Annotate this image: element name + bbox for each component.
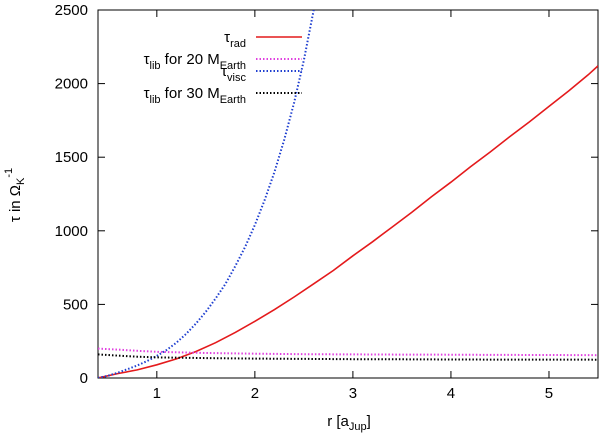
- x-tick-label: 1: [153, 385, 161, 402]
- series-tau_lib_30: [98, 353, 598, 361]
- legend-sub: visc: [227, 72, 246, 84]
- legend-main: τ: [224, 29, 230, 46]
- y-axis-label: τ in ΩK-1: [3, 168, 27, 222]
- y-tick-label: 500: [63, 296, 88, 313]
- legend-main: τ: [144, 51, 150, 68]
- y-tick-label: 2500: [55, 2, 88, 19]
- axes: [97, 9, 599, 379]
- legend-item-tau_lib_30: τlib for 30 MEarth: [144, 85, 302, 106]
- legend-main: τ: [144, 85, 150, 102]
- x-axis-label: r [aJup]: [327, 413, 371, 433]
- legend-item-tau_visc: τvisc: [221, 63, 302, 84]
- legend-main: τ: [221, 63, 227, 80]
- series-tau_rad: [98, 65, 598, 378]
- legend-label: τlib for 20 MEarth: [144, 51, 246, 72]
- series: [98, 10, 598, 378]
- legend-sub: lib: [150, 94, 161, 106]
- legend-label: τlib for 30 MEarth: [144, 85, 246, 106]
- legend-sub2: Earth: [220, 94, 246, 106]
- legend-item-tau_rad: τrad: [224, 29, 302, 50]
- plot-frame: [97, 9, 599, 379]
- legend-rest: for 30 M: [161, 85, 220, 102]
- legend-sub: lib: [150, 60, 161, 72]
- legend-sub: rad: [230, 38, 246, 50]
- y-tick-label: 0: [80, 370, 88, 387]
- legend-item-tau_lib_20: τlib for 20 MEarth: [144, 51, 302, 72]
- series-tau_lib_20: [98, 347, 598, 357]
- y-tick-label: 1000: [55, 223, 88, 240]
- y-tick-label: 2000: [55, 76, 88, 93]
- legend-label: τvisc: [221, 63, 246, 84]
- y-tick-label: 1500: [55, 149, 88, 166]
- ticks: 1 2 3 4 5 0 500 1000 1500 2000 2500: [55, 2, 598, 402]
- legend-sub2: Earth: [220, 60, 246, 72]
- legend-rest: for 20 M: [161, 51, 220, 68]
- x-tick-label: 3: [349, 385, 357, 402]
- legend-label: τrad: [224, 29, 246, 50]
- x-tick-label: 4: [447, 385, 455, 402]
- x-tick-label: 2: [251, 385, 259, 402]
- x-tick-label: 5: [545, 385, 553, 402]
